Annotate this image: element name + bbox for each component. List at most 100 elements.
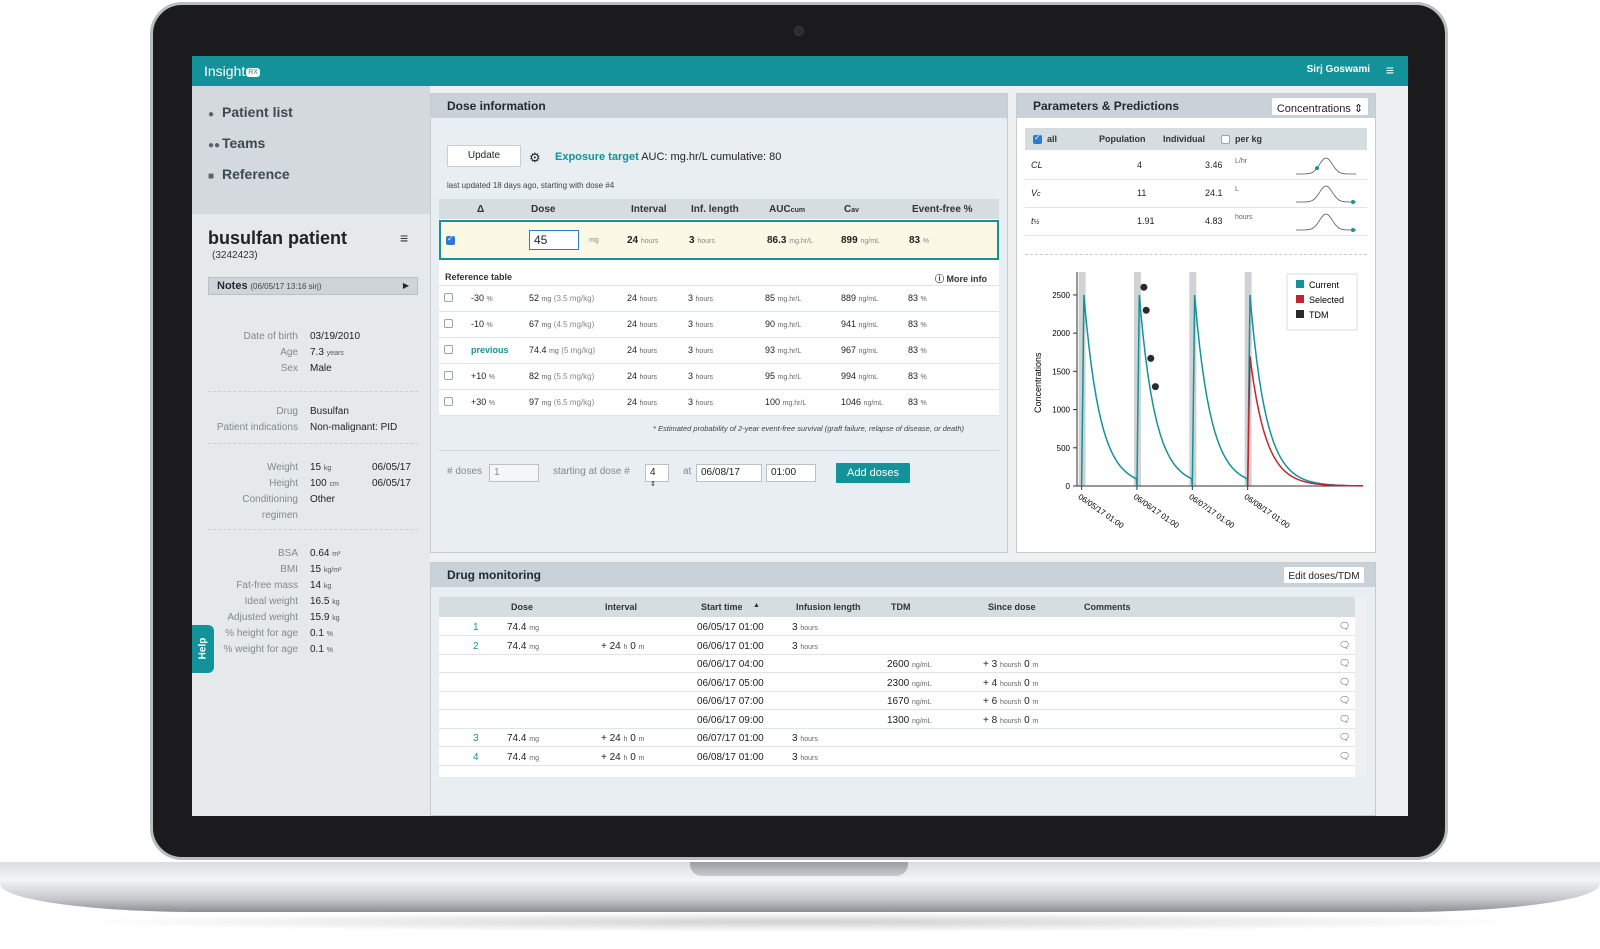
help-tab[interactable]: Help: [192, 625, 214, 673]
attr-unit: years: [326, 350, 344, 357]
reference-auc: 93 mg.hr/L: [765, 345, 801, 355]
reference-label: +30 %: [471, 397, 495, 407]
patient-name: busulfan patient: [208, 228, 347, 248]
reference-checkbox[interactable]: [444, 293, 453, 302]
reference-checkbox[interactable]: [444, 397, 453, 406]
hamburger-menu-icon[interactable]: ≡: [1385, 62, 1394, 78]
param-individual: 3.46: [1205, 160, 1223, 170]
table-row[interactable]: 2 74.4 mg + 24 h 0 m 06/06/17 01:00 3 hours 🗨: [439, 637, 1355, 655]
user-name[interactable]: Sirj Goswami: [1306, 64, 1370, 75]
row-divider: [439, 764, 1355, 766]
interval-value: 24: [627, 345, 638, 355]
concentrations-select[interactable]: Concentrations ⇕: [1271, 97, 1369, 116]
table-row[interactable]: 3 74.4 mg + 24 h 0 m 06/07/17 01:00 3 hours 🗨: [439, 729, 1355, 747]
patient-attr-row: BMI 15 kg/m²: [202, 564, 341, 578]
efs-value: 83: [908, 345, 919, 355]
dose-input[interactable]: 45: [529, 230, 579, 250]
header-start-time[interactable]: Start time: [701, 602, 743, 612]
reference-checkbox[interactable]: [444, 345, 453, 354]
inf-unit: hours: [695, 374, 714, 381]
row-start-time: 06/06/17 01:00: [697, 640, 764, 652]
notes-toggle[interactable]: Notes (06/05/17 13:16 sirj) ▶: [208, 277, 418, 295]
attr-label: Age: [280, 347, 298, 358]
label-unit: %: [488, 374, 496, 381]
date-input[interactable]: 06/08/17: [696, 464, 762, 482]
table-row[interactable]: 06/06/17 04:00 2600 ng/mL + 3 hoursh 0 m 🗨: [439, 655, 1355, 673]
param-name-text: t: [1031, 216, 1034, 226]
since-h: hours: [999, 717, 1018, 725]
more-info-link[interactable]: ⓘ More info: [935, 272, 987, 285]
reference-row[interactable]: previous 74.4 mg (5 mg/kg) 24 hours 3 hours…: [439, 337, 999, 363]
add-doses-button[interactable]: Add doses: [836, 463, 910, 483]
gear-icon[interactable]: ⚙: [529, 150, 541, 165]
reference-auc: 85 mg.hr/L: [765, 293, 801, 303]
edit-doses-button[interactable]: Edit doses/TDM: [1283, 566, 1365, 584]
tdm-point: [1151, 383, 1159, 391]
patient-attr-row: % height for age 0.1 %: [202, 628, 333, 642]
comment-icon[interactable]: 🗨: [1339, 750, 1351, 761]
selected-checkbox[interactable]: [446, 234, 455, 245]
app-logo[interactable]: Insight RX: [204, 63, 260, 79]
y-tick-label: 2000: [1052, 329, 1070, 338]
sort-up-icon[interactable]: ▲: [753, 602, 760, 609]
update-button[interactable]: Update: [447, 145, 521, 167]
row-dose: 74.4 mg: [507, 752, 539, 763]
comment-icon[interactable]: 🗨: [1339, 639, 1351, 650]
patient-menu-icon[interactable]: ≡: [400, 230, 409, 246]
start-dose-select[interactable]: 4 ⇕: [645, 464, 669, 488]
efs-unit: %: [920, 374, 927, 381]
table-row[interactable]: 1 74.4 mg 06/05/17 01:00 3 hours 🗨: [439, 618, 1355, 636]
header-tdm: TDM: [891, 602, 911, 612]
reference-row[interactable]: -10 % 67 mg (4.5 mg/kg) 24 hours 3 hours 90 …: [439, 311, 999, 337]
nav-patient-list[interactable]: ● Patient list: [208, 104, 293, 124]
efs-value: 83: [908, 319, 919, 329]
label-unit: %: [486, 322, 493, 329]
reference-row[interactable]: -30 % 52 mg (3.5 mg/kg) 24 hours 3 hours 85 …: [439, 285, 999, 311]
reference-checkbox[interactable]: [444, 371, 453, 380]
attr-value-text: 100: [310, 478, 327, 489]
attr-value: 0.64 m²: [310, 548, 340, 559]
auc-value: 85: [765, 293, 776, 303]
nav-reference[interactable]: ■ Reference: [208, 166, 290, 186]
scrollbar[interactable]: [1355, 597, 1367, 777]
attr-label: Patient indications: [216, 422, 298, 433]
efs-value: 83: [908, 371, 919, 381]
per-kg-checkbox[interactable]: [1221, 135, 1230, 144]
reference-row[interactable]: +30 % 97 mg (6.5 mg/kg) 24 hours 3 hours 100…: [439, 389, 999, 415]
cav-value: 1046: [841, 397, 862, 407]
auc-unit: mg.hr/L: [777, 322, 802, 329]
comment-icon[interactable]: 🗨: [1339, 732, 1351, 742]
header-infusion-length: Infusion length: [796, 602, 861, 612]
comment-icon[interactable]: 🗨: [1339, 676, 1351, 687]
reference-row[interactable]: +10 % 82 mg (5.5 mg/kg) 24 hours 3 hours 95 …: [439, 363, 999, 389]
attr-date: 06/05/17: [372, 478, 411, 489]
all-checkbox[interactable]: [1033, 133, 1042, 144]
monitoring-grid: Dose Interval Start time Infusion length TDM…: [439, 597, 1367, 777]
attr-label: Ideal weight: [244, 596, 298, 607]
comment-icon[interactable]: 🗨: [1339, 713, 1351, 724]
dose-unit: mg: [541, 322, 552, 329]
attr-value: 7.3 years: [310, 347, 344, 358]
table-row[interactable]: 06/06/17 05:00 2300 ng/mL + 4 hoursh 0 m 🗨: [439, 674, 1355, 692]
reference-checkbox[interactable]: [444, 319, 453, 328]
doses-input[interactable]: 1: [489, 464, 539, 482]
table-row[interactable]: 06/06/17 07:00 1670 ng/mL + 6 hoursh 0 m 🗨: [439, 692, 1355, 710]
row-divider: [439, 635, 1355, 636]
time-input[interactable]: 01:00: [766, 464, 816, 482]
table-row[interactable]: 06/06/17 09:00 1300 ng/mL + 8 hoursh 0 m 🗨: [439, 711, 1355, 729]
interval-unit: hours: [639, 296, 658, 303]
row-start-time: 06/06/17 07:00: [697, 696, 764, 707]
comment-icon[interactable]: 🗨: [1339, 695, 1351, 705]
target-value: AUC: mg.hr/L cumulative: 80: [641, 151, 782, 163]
table-row[interactable]: 4 74.4 mg + 24 h 0 m 06/08/17 01:00 3 hours 🗨: [439, 748, 1355, 766]
nav-teams[interactable]: ●● Teams: [208, 135, 265, 155]
attr-value: Male: [310, 363, 332, 374]
monitoring-title: Drug monitoring: [431, 563, 1375, 587]
concentration-chart: 0 500 1000 1500 2000 2500 06/05/17 01:00 06/06/…: [1033, 272, 1363, 531]
comment-icon[interactable]: 🗨: [1339, 621, 1351, 631]
tdm-unit: ng/mL: [912, 662, 932, 669]
sidebar: ● Patient list ●● Teams ■ Reference busulfa…: [192, 86, 430, 816]
sort-arrows-icon: ⇕: [650, 481, 656, 488]
comment-icon[interactable]: 🗨: [1339, 658, 1351, 668]
